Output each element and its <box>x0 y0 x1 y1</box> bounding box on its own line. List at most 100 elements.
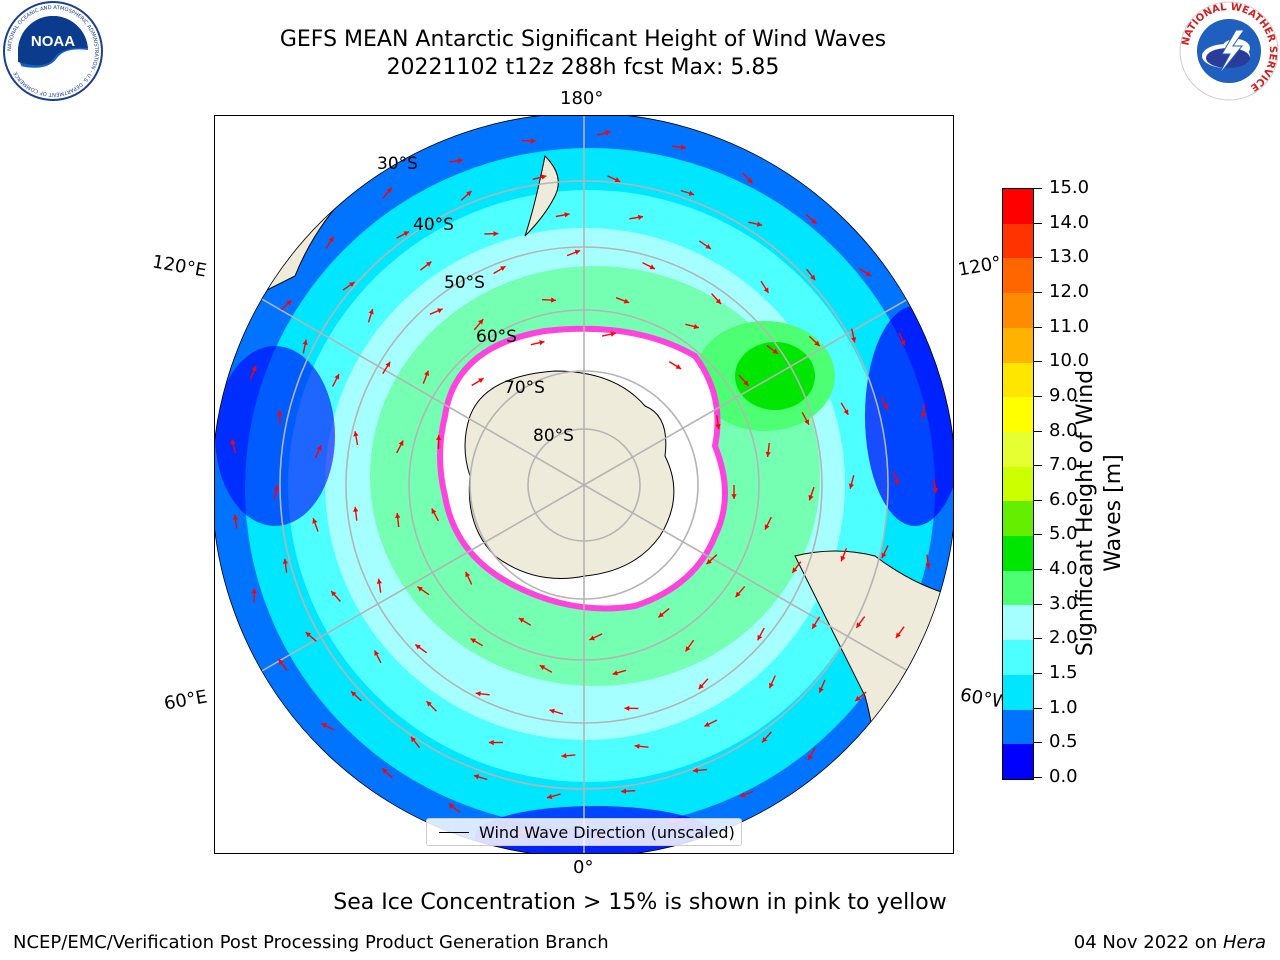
lat-label-40s: 40°S <box>413 215 454 235</box>
wind-wave-arrow-head <box>500 266 506 271</box>
colorbar-bin-4-5 <box>1003 536 1033 571</box>
wind-wave-arrow-head <box>756 221 763 227</box>
wind-wave-arrow-head <box>547 794 553 800</box>
wind-wave-arrow-head <box>230 439 236 445</box>
wind-wave-arrow-head <box>302 339 308 345</box>
wind-wave-arrow-head <box>804 419 809 425</box>
wind-wave-arrow-head <box>792 567 798 573</box>
colorbar-label-line2: Waves [m] <box>1101 454 1126 572</box>
wave-low-west <box>215 346 335 526</box>
wind-wave-arrow-head <box>772 348 778 354</box>
colorbar-tick-mark <box>1034 499 1042 501</box>
lon-label-120e: 120°E <box>150 251 209 282</box>
wind-wave-arrow-head <box>855 695 861 701</box>
wind-wave-arrow-head <box>386 187 392 194</box>
wind-wave-arrow-head <box>351 691 357 697</box>
colorbar-tick-mark <box>1034 326 1042 328</box>
wind-wave-arrow-head <box>589 635 595 641</box>
lon-label-0: 0° <box>573 857 594 878</box>
svg-text:NOAA: NOAA <box>31 33 75 50</box>
colorbar-bin-0.5-1 <box>1003 709 1033 745</box>
wind-wave-arrow-head <box>321 723 327 729</box>
wind-wave-arrow-head <box>658 612 664 618</box>
credit-text: NCEP/EMC/Verification Post Processing Pr… <box>13 932 609 953</box>
wind-wave-arrow-head <box>374 650 380 656</box>
colorbar-tick-mark <box>1034 638 1042 640</box>
wind-wave-arrow-head <box>762 737 768 743</box>
wind-wave-arrow-head <box>518 618 525 623</box>
wind-wave-arrow-head <box>398 440 404 446</box>
lat-label-80s: 80°S <box>533 426 574 446</box>
lat-label-30s: 30°S <box>377 154 418 174</box>
colorbar-bin-5-6 <box>1003 501 1033 537</box>
colorbar-bin-13-14 <box>1003 223 1033 259</box>
legend-line-sample <box>439 831 469 833</box>
wind-wave-arrow-head <box>316 445 322 451</box>
southern-africa-land <box>215 770 296 853</box>
wind-wave-arrow-head <box>530 138 536 144</box>
wind-wave-arrow-head <box>881 552 887 559</box>
wind-wave-arrow-head <box>735 591 741 597</box>
wind-wave-arrows <box>230 130 938 840</box>
wind-wave-arrow-head <box>286 300 292 306</box>
wind-wave-arrow-head <box>763 287 769 293</box>
wind-wave-arrow-head <box>426 261 432 267</box>
map-legend: Wind Wave Direction (unscaled) <box>426 818 742 846</box>
colorbar-tick-mark <box>1034 257 1042 259</box>
wind-wave-arrow-head <box>614 177 621 183</box>
legend-label: Wind Wave Direction (unscaled) <box>479 822 735 842</box>
wind-wave-arrow-head <box>743 380 749 386</box>
noaa-logo: NOAA NATIONAL OCEANIC AND ATMOSPHERIC AD… <box>2 0 104 106</box>
wind-wave-arrow-head <box>334 374 340 380</box>
colorbar-tick-mark <box>1034 188 1042 189</box>
wind-wave-arrow-head <box>426 701 432 707</box>
wind-wave-arrow-head <box>475 691 481 697</box>
wind-wave-arrow-head <box>894 479 899 485</box>
wind-wave-arrow-head <box>675 364 682 369</box>
graticule <box>215 116 953 853</box>
wind-wave-arrow-head <box>385 361 391 368</box>
colorbar-bin-11-12 <box>1003 293 1033 328</box>
wind-wave-arrow-head <box>621 788 627 794</box>
lon-label-60w: 60°W <box>958 684 1004 713</box>
wind-wave-arrow-head <box>920 412 927 418</box>
wind-wave-arrow-head <box>769 682 774 689</box>
wind-wave-arrow-head <box>328 236 334 243</box>
wind-wave-arrow-head <box>612 670 618 676</box>
colorbar-tick-mark <box>1034 603 1042 605</box>
wind-wave-arrow-head <box>649 264 655 270</box>
wind-wave-arrow-head <box>808 494 814 501</box>
colorbar-bin-8-9 <box>1003 397 1033 432</box>
colorbar-tick-label: 14.0 <box>1049 211 1090 233</box>
wind-wave-arrow-head <box>436 435 442 440</box>
colorbar-tick-label: 1.0 <box>1049 696 1078 718</box>
wind-wave-arrow-head <box>539 340 545 346</box>
wind-wave-arrow-head <box>610 331 616 337</box>
wind-wave-arrow-head <box>488 739 494 746</box>
wind-wave-arrow-head <box>376 578 382 584</box>
colorbar-bin-7-8 <box>1003 431 1033 467</box>
wind-wave-arrow-head <box>698 683 704 690</box>
colorbar-tick-label: 15.0 <box>1049 177 1090 198</box>
wind-wave-arrow-head <box>731 494 737 499</box>
run-date-text: 04 Nov 2022 on <box>1073 932 1223 953</box>
colorbar-tick-label: 3.0 <box>1049 592 1078 614</box>
wind-wave-arrow-head <box>457 158 463 164</box>
wind-wave-arrow-head <box>278 659 284 665</box>
lon-label-120w: 120°W <box>956 252 1004 281</box>
colorbar-bin-9-10 <box>1003 362 1033 398</box>
wind-wave-arrow-head <box>564 212 570 218</box>
wind-wave-arrow-head <box>895 632 901 638</box>
colorbar-label-line1: Significant Height of Wind <box>1073 369 1098 657</box>
colorbar-tick-mark <box>1034 707 1042 709</box>
colorbar-tick-mark <box>1034 569 1042 571</box>
wind-wave-arrow-head <box>900 340 906 346</box>
wind-wave-arrow-head <box>410 736 416 743</box>
colorbar-tick-label: 5.0 <box>1049 523 1078 545</box>
colorbar-tick-label: 8.0 <box>1049 419 1078 441</box>
wind-wave-arrow-head <box>843 409 849 415</box>
colorbar-tick-label: 0.0 <box>1049 766 1078 787</box>
wind-wave-arrow-head <box>764 524 770 530</box>
wind-wave-arrow-head <box>417 586 423 592</box>
wind-wave-arrow-head <box>693 324 699 330</box>
